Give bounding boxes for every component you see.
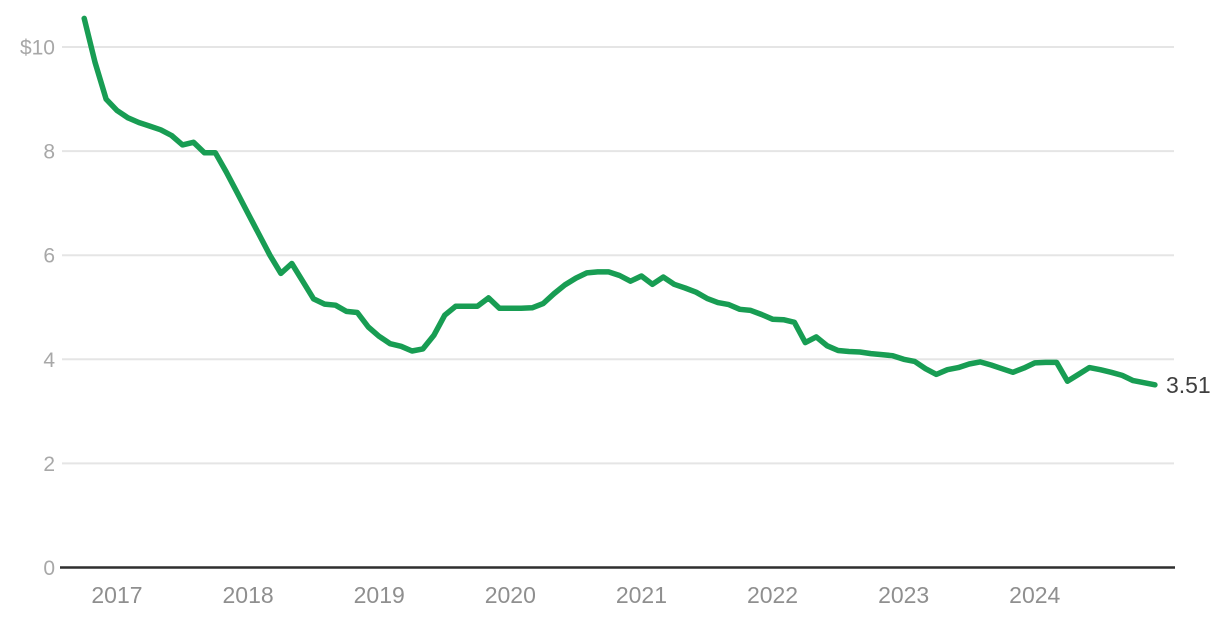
end-value-label: 3.51 [1166, 372, 1211, 398]
x-axis-tick-label: 2024 [1009, 582, 1060, 608]
price-line [81, 15, 1158, 388]
y-axis-tick-label: 2 [43, 453, 55, 476]
x-axis-tick-label: 2020 [485, 582, 536, 608]
y-axis-tick-label: $10 [20, 37, 55, 60]
x-axis-tick-label: 2019 [354, 582, 405, 608]
y-axis-tick-label: 8 [43, 141, 55, 164]
x-axis-tick-label: 2023 [878, 582, 929, 608]
x-axis-tick-label: 2022 [747, 582, 798, 608]
x-axis-tick-label: 2021 [616, 582, 667, 608]
x-axis-tick-label: 2018 [223, 582, 274, 608]
y-axis-tick-label: 0 [43, 557, 55, 580]
x-axis-tick-label: 2017 [91, 582, 142, 608]
y-axis-tick-label: 6 [43, 245, 55, 268]
y-axis-tick-label: 4 [43, 349, 55, 372]
